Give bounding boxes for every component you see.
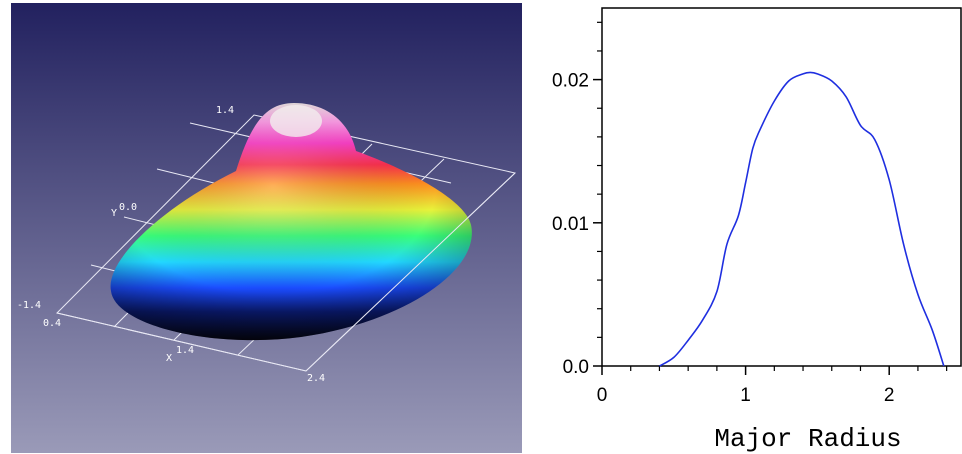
front-grid [56, 172, 516, 372]
series-line [658, 71, 945, 367]
y-tick-label-left: -1.4 [17, 300, 41, 311]
x-axis-title: Major Radius [714, 424, 901, 454]
x-tick-label: 1 [740, 385, 751, 406]
y-tick-label-mid: 0.0 [119, 202, 137, 213]
surface-plot-3d[interactable]: 1.4 Y 0.0 -1.4 0.4 X 1.4 2.4 [11, 3, 522, 453]
y-axis-label: Y [111, 208, 117, 219]
x-axis-label: X [166, 353, 172, 364]
radius-profile-chart: 0 1 2 0.0 0.01 0.02 Major Radius [552, 7, 962, 454]
surface-mound [110, 103, 472, 341]
axes [601, 7, 962, 367]
x-tick-label-mid: 1.4 [176, 345, 194, 356]
series-layer [658, 71, 945, 367]
y-tick-label: 0.02 [552, 71, 589, 92]
x-tick-label: 0 [597, 385, 608, 406]
x-tick-label-start: 0.4 [43, 318, 61, 329]
plot-frame [601, 7, 962, 367]
axis-ticks [593, 21, 948, 375]
tick-labels: 0 1 2 0.0 0.01 0.02 [552, 71, 894, 406]
x-tick-label: 2 [884, 385, 895, 406]
z-tick-label: 1.4 [216, 105, 234, 116]
y-tick-label: 0.0 [563, 357, 589, 378]
y-tick-label: 0.01 [552, 214, 589, 235]
x-tick-label-end: 2.4 [307, 373, 325, 384]
